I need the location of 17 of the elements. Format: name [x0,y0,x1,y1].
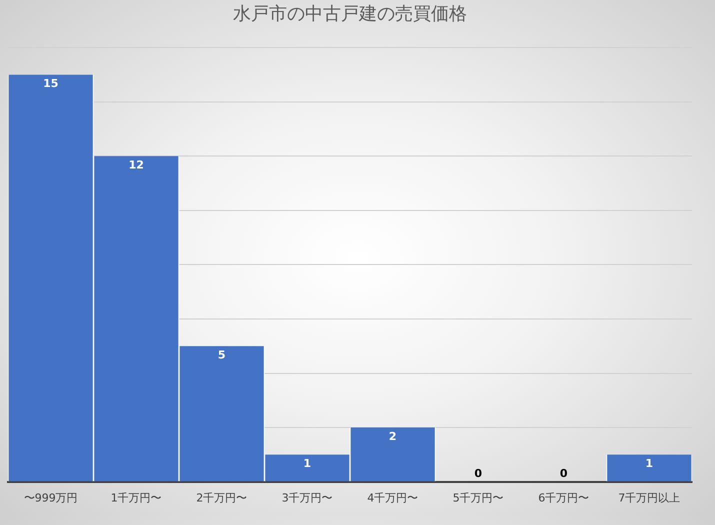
data-label: 15 [43,77,58,90]
x-tick-label: 2千万円〜 [196,491,248,504]
data-label: 1 [645,457,654,470]
data-label: 5 [218,348,226,362]
x-tick-label: 5千万円〜 [452,491,504,504]
data-label: 2 [388,430,397,443]
x-tick-label: 4千万円〜 [367,491,418,504]
data-label: 1 [303,457,312,470]
chart-title: 水戸市の中古戸建の売買価格 [233,3,467,24]
data-label: 12 [128,158,144,172]
x-tick-label: 1千万円〜 [110,491,162,504]
data-label: 0 [474,467,482,480]
x-tick-label: 3千万円〜 [282,491,333,504]
x-tick-label: 6千万円〜 [538,491,590,504]
x-tick-label: 〜999万円 [24,491,78,504]
x-tick-label: 7千万円以上 [618,491,680,504]
data-label: 0 [560,467,568,480]
